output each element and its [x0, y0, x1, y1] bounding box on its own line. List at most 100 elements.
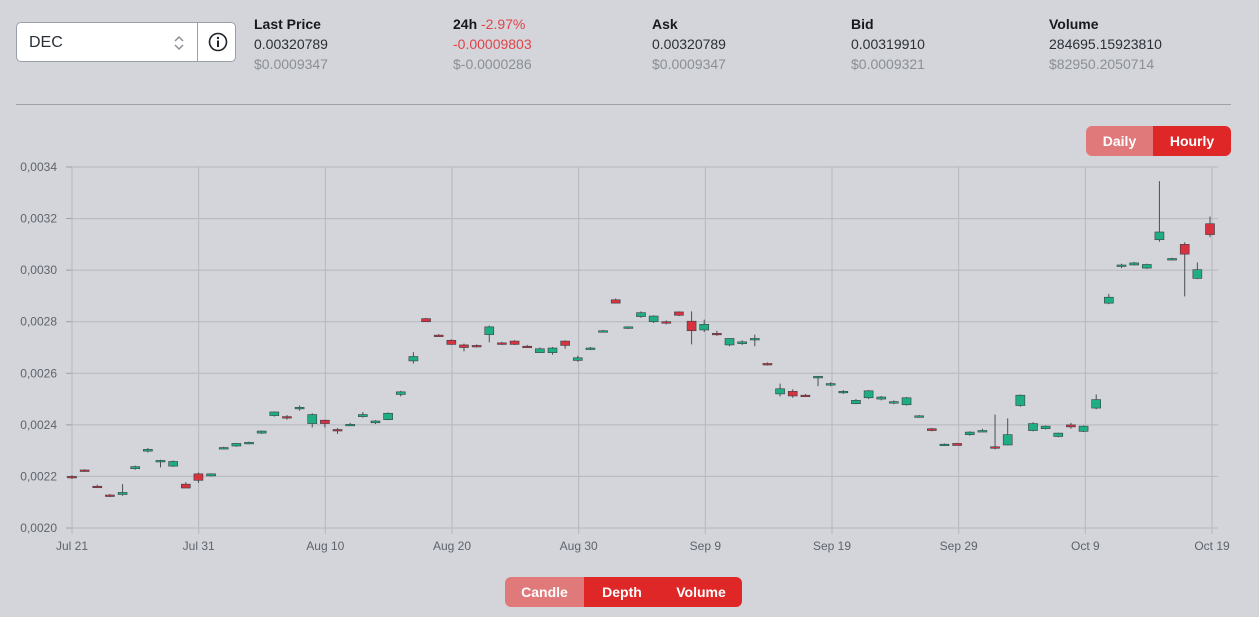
- interval-toggle: Daily Hourly: [1086, 126, 1231, 156]
- stat-24h-change: 24h -2.97% -0.00009803 $-0.0000286: [453, 14, 532, 74]
- y-tick-label: 0,0024: [20, 418, 57, 432]
- candle-body: [964, 431, 975, 435]
- x-tick-label: Aug 30: [560, 539, 598, 553]
- candle-body: [686, 320, 697, 332]
- x-tick-label: Aug 20: [433, 539, 471, 553]
- header-divider: [16, 104, 1231, 105]
- stat-label: Ask: [652, 16, 678, 32]
- stat-usd: $-0.0000286: [453, 56, 532, 72]
- candle-body: [863, 390, 874, 399]
- candle-body: [749, 338, 760, 341]
- y-tick-label: 0,0022: [20, 469, 57, 483]
- candle-body: [1154, 231, 1165, 241]
- candle-body: [762, 363, 773, 366]
- candle-body: [825, 383, 836, 386]
- candle-body: [332, 429, 343, 432]
- candle-body: [598, 330, 608, 333]
- candle-body: [509, 340, 520, 345]
- stat-usd: $0.0009347: [254, 56, 328, 72]
- candle-body: [1192, 269, 1203, 279]
- candle-body: [358, 414, 368, 417]
- candle-body: [800, 394, 811, 398]
- y-tick-label: 0,0020: [20, 521, 57, 535]
- candle-body: [674, 311, 684, 316]
- candle-body: [92, 485, 103, 489]
- candle-body: [535, 348, 545, 353]
- stat-volume: Volume 284695.15923810 $82950.2050714: [1049, 14, 1162, 74]
- candle-body: [712, 333, 722, 336]
- x-tick-label: Jul 31: [183, 539, 215, 553]
- candle-body: [775, 388, 785, 395]
- candle-body: [1141, 264, 1152, 269]
- candle-body: [1015, 394, 1026, 406]
- stat-last-price: Last Price 0.00320789 $0.0009347: [254, 14, 328, 74]
- candle-body: [1129, 262, 1139, 266]
- candle-body: [572, 357, 583, 361]
- candle-body: [661, 321, 672, 324]
- stat-usd: $82950.2050714: [1049, 56, 1155, 72]
- volume-button[interactable]: Volume: [660, 577, 742, 607]
- candle-body: [889, 401, 899, 404]
- candle-body: [876, 396, 887, 400]
- candle-body: [1040, 425, 1051, 430]
- candle-body: [269, 411, 280, 416]
- x-tick-label: Sep 29: [940, 539, 978, 553]
- y-tick-label: 0,0026: [20, 366, 57, 380]
- candle-body: [901, 397, 912, 406]
- pair-selector-value: DEC: [29, 34, 63, 51]
- stat-ask: Ask 0.00320789 $0.0009347: [652, 14, 726, 74]
- candle-body: [1028, 423, 1038, 431]
- x-tick-label: Oct 19: [1194, 539, 1230, 553]
- stat-bid: Bid 0.00319910 $0.0009321: [851, 14, 925, 74]
- y-tick-label: 0,0032: [20, 212, 57, 226]
- candle-body: [471, 345, 482, 348]
- hourly-button[interactable]: Hourly: [1153, 126, 1231, 156]
- candle-body: [105, 494, 115, 497]
- candle-body: [547, 347, 558, 353]
- candle-body: [433, 334, 444, 337]
- info-button[interactable]: [197, 22, 237, 62]
- x-tick-label: Sep 19: [813, 539, 851, 553]
- candle-button[interactable]: Candle: [505, 577, 584, 607]
- candle-body: [838, 391, 849, 394]
- stat-value: 0.00320789: [254, 36, 328, 52]
- candle-body: [231, 443, 242, 447]
- change-percent: -2.97%: [481, 16, 526, 32]
- x-tick-label: Aug 10: [306, 539, 344, 553]
- candle-body: [383, 412, 393, 420]
- candle-body: [459, 344, 469, 348]
- pair-selector[interactable]: DEC: [16, 22, 236, 62]
- view-toggle: Candle Depth Volume: [505, 577, 742, 607]
- candle-body: [193, 473, 204, 481]
- candle-body: [395, 391, 406, 395]
- candle-body: [724, 338, 735, 346]
- candle-body: [1078, 425, 1089, 432]
- candle-body: [1167, 258, 1177, 261]
- candle-body: [282, 416, 292, 419]
- y-tick-label: 0,0034: [20, 160, 57, 174]
- candle-body: [927, 428, 937, 431]
- candle-body: [256, 430, 267, 434]
- stat-value: 284695.15923810: [1049, 36, 1162, 52]
- candle-body: [1179, 244, 1190, 255]
- stat-value: 0.00319910: [851, 36, 925, 52]
- candle-body: [370, 420, 381, 424]
- candle-body: [1053, 432, 1064, 437]
- daily-button[interactable]: Daily: [1086, 126, 1153, 156]
- candle-body: [1104, 296, 1114, 304]
- y-tick-label: 0,0030: [20, 263, 57, 277]
- candle-body: [977, 430, 988, 433]
- candle-body: [990, 446, 1000, 449]
- stat-label: Last Price: [254, 16, 321, 32]
- depth-button[interactable]: Depth: [584, 577, 660, 607]
- candle-body: [851, 400, 861, 405]
- candle-body: [585, 347, 596, 350]
- candle-body: [1066, 424, 1076, 428]
- x-tick-label: Sep 9: [690, 539, 722, 553]
- candle-body: [636, 312, 646, 317]
- candle-body: [1205, 223, 1215, 235]
- candle-body: [130, 466, 141, 469]
- candle-body: [320, 419, 330, 424]
- candle-body: [345, 424, 355, 427]
- candle-body: [79, 469, 90, 472]
